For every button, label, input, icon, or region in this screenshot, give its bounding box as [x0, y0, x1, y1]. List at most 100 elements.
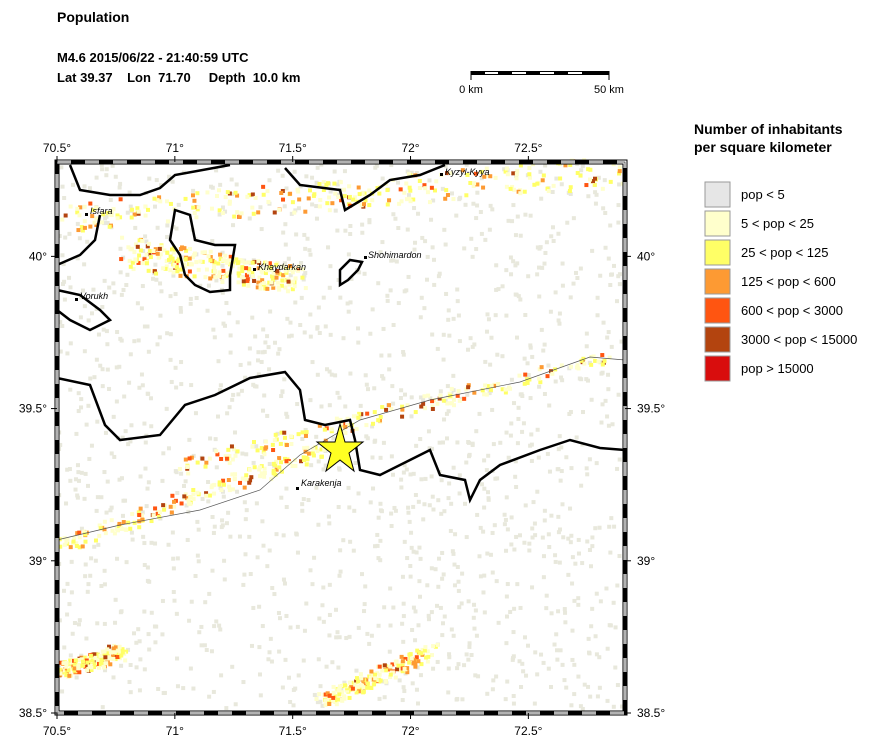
pop-cell — [96, 542, 101, 547]
pop-cell — [301, 455, 306, 460]
pop-cell — [207, 456, 212, 461]
pop-cell — [84, 658, 89, 663]
pop-cell — [106, 210, 111, 215]
pop-cell — [58, 660, 63, 665]
pop-cell — [98, 363, 103, 368]
pop-cell — [79, 397, 84, 402]
pop-cell — [493, 313, 498, 318]
pop-cell — [254, 444, 259, 449]
pop-cell — [426, 613, 431, 618]
pop-cell — [514, 534, 519, 539]
pop-cell — [560, 283, 565, 288]
pop-cell — [125, 210, 130, 215]
pop-cell — [590, 248, 595, 253]
pop-cell — [613, 665, 618, 670]
pop-cell — [285, 414, 290, 419]
pop-cell — [171, 590, 176, 595]
pop-cell — [477, 554, 482, 559]
pop-cell — [242, 276, 247, 281]
pop-cell — [91, 287, 96, 292]
pop-cell — [386, 667, 391, 672]
pop-cell — [530, 526, 535, 531]
pop-cell — [504, 594, 509, 599]
pop-cell — [600, 362, 605, 367]
pop-cell — [370, 424, 375, 429]
pop-cell — [214, 619, 219, 624]
pop-cell — [156, 687, 161, 692]
pop-cell — [290, 270, 295, 275]
pop-cell — [80, 663, 85, 668]
pop-cell — [271, 461, 276, 466]
pop-cell — [60, 323, 65, 328]
pop-cell — [107, 386, 112, 391]
pop-cell — [218, 182, 223, 187]
pop-cell — [391, 401, 396, 406]
pop-cell — [93, 538, 98, 543]
pop-cell — [457, 605, 462, 610]
pop-cell — [195, 460, 200, 465]
pop-cell — [111, 657, 116, 662]
pop-cell — [284, 613, 289, 618]
pop-cell — [482, 458, 487, 463]
pop-cell — [131, 631, 136, 636]
pop-cell — [539, 652, 544, 657]
pop-cell — [295, 187, 300, 192]
pop-cell — [76, 228, 81, 233]
pop-cell — [482, 392, 487, 397]
pop-cell — [165, 234, 170, 239]
pop-cell — [137, 639, 142, 644]
pop-cell — [380, 679, 385, 684]
pop-cell — [468, 336, 473, 341]
pop-cell — [173, 292, 178, 297]
pop-cell — [389, 406, 394, 411]
pop-cell — [292, 210, 297, 215]
pop-cell — [375, 671, 380, 676]
pop-cell — [267, 178, 272, 183]
pop-cell — [327, 582, 332, 587]
pop-cell — [206, 479, 211, 484]
pop-cell — [288, 273, 293, 278]
pop-cell — [596, 359, 601, 364]
pop-cell — [192, 274, 197, 279]
pop-cell — [456, 389, 461, 394]
pop-cell — [411, 549, 416, 554]
pop-cell — [579, 358, 584, 363]
pop-cell — [558, 176, 563, 181]
pop-cell — [250, 205, 255, 210]
pop-cell — [232, 477, 237, 482]
pop-cell — [388, 666, 393, 671]
pop-cell — [337, 635, 342, 640]
pop-cell — [267, 548, 272, 553]
x-tick-label: 72° — [401, 724, 419, 738]
pop-cell — [176, 202, 181, 207]
pop-cell — [340, 698, 345, 703]
pop-cell — [429, 474, 434, 479]
pop-cell — [241, 680, 246, 685]
pop-cell — [310, 175, 315, 180]
pop-cell — [414, 658, 419, 663]
pop-cell — [376, 556, 381, 561]
pop-cell — [92, 652, 97, 657]
pop-cell — [368, 331, 373, 336]
pop-cell — [299, 261, 304, 266]
pop-cell — [425, 659, 430, 664]
pop-cell — [281, 264, 286, 269]
pop-cell — [339, 421, 344, 426]
pop-cell — [171, 259, 176, 264]
pop-cell — [250, 270, 255, 275]
pop-cell — [482, 505, 487, 510]
pop-cell — [217, 480, 222, 485]
pop-cell — [241, 582, 246, 587]
pop-cell — [451, 197, 456, 202]
pop-cell — [494, 263, 499, 268]
pop-cell — [233, 472, 238, 477]
pop-cell — [266, 657, 271, 662]
pop-cell — [239, 211, 244, 216]
pop-cell — [464, 652, 469, 657]
pop-cell — [617, 272, 622, 277]
pop-cell — [142, 257, 147, 262]
pop-cell — [291, 279, 296, 284]
pop-cell — [257, 672, 262, 677]
pop-cell — [237, 214, 242, 219]
pop-cell — [478, 574, 483, 579]
